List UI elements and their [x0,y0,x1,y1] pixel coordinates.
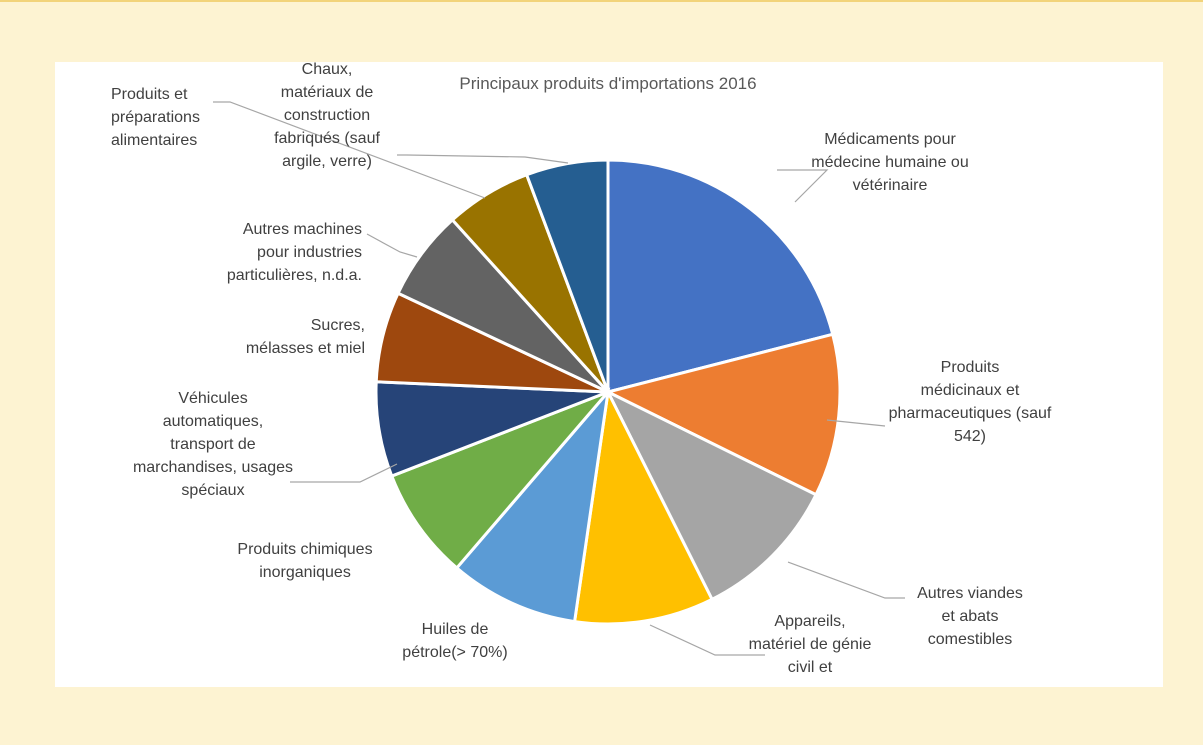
slice-label-line: matériel de génie [749,636,872,653]
pie-slice [572,387,715,626]
slice-label-line: inorganiques [259,564,351,581]
slice-label-line: particulières, n.d.a. [227,267,362,284]
slice-label-line: pour industries [257,244,362,261]
slice-label-line: Huiles de [422,621,489,638]
slice-label-line: civil et [788,659,833,676]
slice-label-line: Médicaments pour [824,131,956,148]
pie-slices [374,158,842,626]
slice-label-line: mélasses et miel [246,340,365,357]
slice-labels: Médicaments pour médecine humaine ou vétér… [111,61,1052,676]
slice-label-line: préparations [111,109,200,126]
slice-label-line: médecine humaine ou [811,154,968,171]
pie-slice [603,332,842,497]
slice-label-line: pétrole(> 70%) [402,644,507,661]
leader-lines [213,101,905,656]
slice-label: Produits et préparations alimentaires [111,86,200,149]
slice-label: Produits chimiques inorganiques [237,541,372,581]
slice-label-line: construction [284,107,370,124]
slice-label: Sucres, mélasses et miel [246,317,365,357]
slice-label-line: Produits [941,359,1000,376]
pie-slice [604,388,819,602]
slice-label-line: fabriqués (sauf [274,130,380,147]
leader-line [397,154,569,164]
slice-label-line: Chaux, [302,62,353,78]
slice-label-line: 542) [954,428,986,445]
slice-label-line: vétérinaire [853,177,928,194]
slice-label-line: Autres viandes [917,585,1023,602]
chart-title: Principaux produits d'importations 2016 [459,74,756,93]
slice-label: Produits médicinaux et pharmaceutiques (sa… [889,359,1052,445]
leader-line [787,561,905,599]
pie-slice [389,390,610,571]
leader-line [213,101,486,199]
slice-label-line: automatiques, [163,413,264,430]
slice-label-line: Appareils, [774,613,845,630]
pie-slice [524,158,610,393]
slice-label-line: Produits chimiques [237,541,372,558]
slice-label-line: matériaux de [281,84,374,101]
leader-line [777,169,829,203]
slice-label-line: pharmaceutiques (sauf [889,405,1052,422]
slice-label-line: médicinaux et [921,382,1020,399]
slice-label-line: comestibles [928,631,1012,648]
slice-label-line: Autres machines [243,221,362,238]
leader-line [290,463,398,483]
slice-label-line: marchandises, usages [133,459,293,476]
chart-card: Principaux produits d'importations 2016 … [55,61,1163,687]
slice-label: Autres machines pour industries particuliè… [227,221,362,284]
leader-line [649,624,765,656]
slice-label: Huiles de pétrole(> 70%) [402,621,507,661]
slice-label-line: alimentaires [111,132,197,149]
slice-label: Autres viandes et abats comestibles [917,585,1023,648]
slice-label-line: spéciaux [181,482,244,499]
slice-label-line: transport de [170,436,255,453]
pie-slice [606,158,835,394]
slice-label-line: Produits et [111,86,188,103]
leader-line [826,419,886,427]
slice-label-line: argile, verre) [282,153,372,170]
slice-label-line: et abats [942,608,999,625]
pie-chart: Principaux produits d'importations 2016 … [111,61,1052,676]
slice-label-line: Sucres, [311,317,365,334]
slice-label: Appareils, matériel de génie civil et [749,613,872,676]
slice-label: Médicaments pour médecine humaine ou vétér… [811,131,968,194]
slice-label: Véhicules automatiques, transport de marcha… [133,390,293,499]
slice-label: Chaux, matériaux de construction fabriqués … [274,62,380,170]
pie-slice [454,387,611,624]
slice-label-line: Véhicules [178,390,247,407]
leader-line [366,233,418,258]
